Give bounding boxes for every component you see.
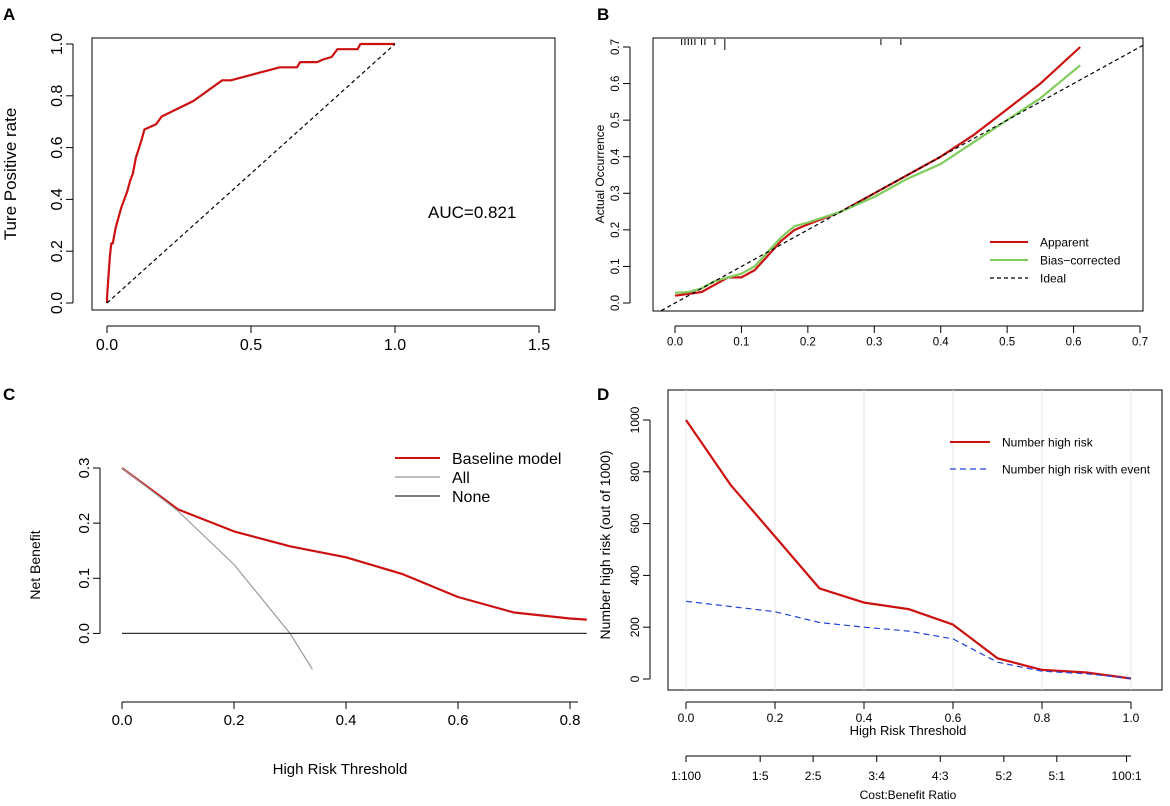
x-tick-label: 0.4: [933, 337, 950, 349]
y-tick-label: 0.2: [76, 513, 93, 534]
cost-benefit-axis-title: Cost:Benefit Ratio: [860, 788, 957, 802]
auc-annotation: AUC=0.821: [428, 203, 516, 222]
series-line-ideal: [659, 44, 1143, 311]
series-line-apparent: [674, 46, 1081, 297]
x-tick-label: 0.6: [1066, 337, 1082, 349]
y-tick-label: 0.5: [610, 112, 622, 128]
x-tick-label: 0.6: [448, 712, 469, 729]
y-tick-label: 0.3: [610, 185, 622, 201]
cost-benefit-tick-label: 5:2: [996, 769, 1013, 783]
panel-label-a: A: [3, 5, 15, 24]
plot-frame: [667, 389, 1163, 691]
series-line-baseline-model: [121, 467, 587, 621]
x-tick-label: 0.8: [560, 712, 581, 729]
panel-label-b: B: [597, 5, 609, 24]
y-tick-label: 0.3: [76, 458, 93, 479]
series-line-chance: [106, 43, 396, 304]
series-line-all: [121, 467, 313, 670]
x-tick-label: 0.3: [866, 337, 882, 349]
y-axis-title: Net Benefit: [27, 530, 43, 599]
cost-benefit-tick-label: 1:100: [671, 769, 701, 783]
panel-b-calibration: B 0.0 0.1 0.2 0.3 0.4 0.5 0.6 0.7 0.0 0.1 0.2 0.3 0.4…: [593, 5, 1148, 349]
y-tick-label: 0.2: [49, 240, 66, 262]
legend-label-number-high-risk-with-event: Number high risk with event: [1002, 462, 1151, 476]
x-tick-label: 1.5: [528, 337, 550, 354]
series-line-roc: [105, 42, 395, 303]
y-tick-label: 0.8: [49, 85, 66, 107]
legend-label-bias-corrected: Bias−corrected: [1040, 253, 1120, 267]
y-tick-label: 0.2: [610, 222, 622, 238]
plot-frame: [91, 37, 556, 311]
y-tick-label: 0.4: [610, 148, 622, 165]
legend-label-number-high-risk: Number high risk: [1002, 435, 1094, 449]
cost-benefit-tick-label: 3:4: [868, 769, 885, 783]
cost-benefit-tick-label: 2:5: [805, 769, 822, 783]
x-tick-label: 0.0: [678, 711, 695, 725]
legend-label-baseline-model: Baseline model: [452, 451, 561, 468]
series-line-bias-corrected: [674, 64, 1081, 294]
y-tick-label: 1.0: [49, 33, 66, 55]
y-tick-label: 0.1: [610, 258, 622, 274]
y-tick-label: 0: [628, 675, 642, 682]
x-tick-label: 0.8: [1034, 711, 1051, 725]
x-axis-title: High Risk Threshold: [850, 723, 967, 738]
y-tick-label: 1000: [628, 406, 642, 433]
y-tick-label: 0.4: [49, 188, 66, 210]
x-axis-title: High Risk Threshold: [273, 761, 408, 778]
x-tick-label: 0.2: [767, 711, 784, 725]
y-tick-label: 0.6: [610, 76, 622, 92]
y-axis-title: Actual Occurrence: [593, 124, 607, 223]
series-line-number-high-risk: [685, 419, 1132, 680]
x-tick-label: 0.0: [112, 712, 133, 729]
y-tick-label: 600: [628, 513, 642, 533]
cost-benefit-tick-label: 100:1: [1112, 769, 1142, 783]
x-tick-label: 0.0: [96, 337, 118, 354]
series-line-number-high-risk-with-event: [685, 600, 1132, 680]
x-tick-label: 1.0: [1123, 711, 1140, 725]
x-tick-label: 0.5: [999, 337, 1015, 349]
x-tick-label: 0.2: [800, 337, 816, 349]
y-tick-label: 0.6: [49, 136, 66, 158]
cost-benefit-tick-label: 4:3: [932, 769, 949, 783]
y-tick-label: 200: [628, 617, 642, 637]
legend-label-apparent: Apparent: [1040, 235, 1089, 249]
x-tick-label: 0.2: [224, 712, 245, 729]
y-tick-label: 0.1: [76, 568, 93, 589]
panel-d-clinical-impact: D 0.0 0.2 0.4 0.6 0.8 1.0 0 200 400 600 800 1000 Numb…: [597, 385, 1163, 802]
y-tick-label: 0.0: [49, 292, 66, 314]
panel-label-d: D: [597, 385, 609, 404]
x-tick-label: 0.7: [1132, 337, 1148, 349]
x-tick-label: 1.0: [384, 337, 406, 354]
x-tick-label: 0.6: [945, 711, 962, 725]
x-tick-label: 0.4: [856, 711, 873, 725]
cost-benefit-tick-label: 5:1: [1048, 769, 1065, 783]
y-axis-title: Number high risk (out of 1000): [597, 450, 613, 639]
panel-label-c: C: [3, 385, 15, 404]
panel-a-roc-curve: A 0.0 0.5 1.0 1.5 0.0 0.2 0.4 0.6 0.8 1.0 Ture Posi…: [1, 5, 556, 354]
x-tick-label: 0.0: [667, 337, 683, 349]
legend-label-none: None: [452, 489, 490, 506]
y-tick-label: 400: [628, 565, 642, 585]
x-tick-label: 0.5: [240, 337, 262, 354]
plot-frame: [652, 37, 1144, 312]
legend-label-all: All: [452, 470, 470, 487]
y-tick-label: 0.7: [610, 39, 622, 55]
y-tick-label: 800: [628, 461, 642, 481]
panel-c-decision-curve: C 0.0 0.2 0.4 0.6 0.8 0.0 0.1 0.2 0.3 Net Benefit H…: [3, 385, 587, 778]
y-tick-label: 0.0: [76, 623, 93, 644]
y-tick-label: 0.0: [610, 295, 622, 311]
x-tick-label: 0.4: [336, 712, 357, 729]
x-tick-label: 0.1: [733, 337, 749, 349]
legend-label-ideal: Ideal: [1040, 271, 1066, 285]
cost-benefit-tick-label: 1:5: [752, 769, 769, 783]
y-axis-title: Ture Positive rate: [1, 108, 20, 241]
